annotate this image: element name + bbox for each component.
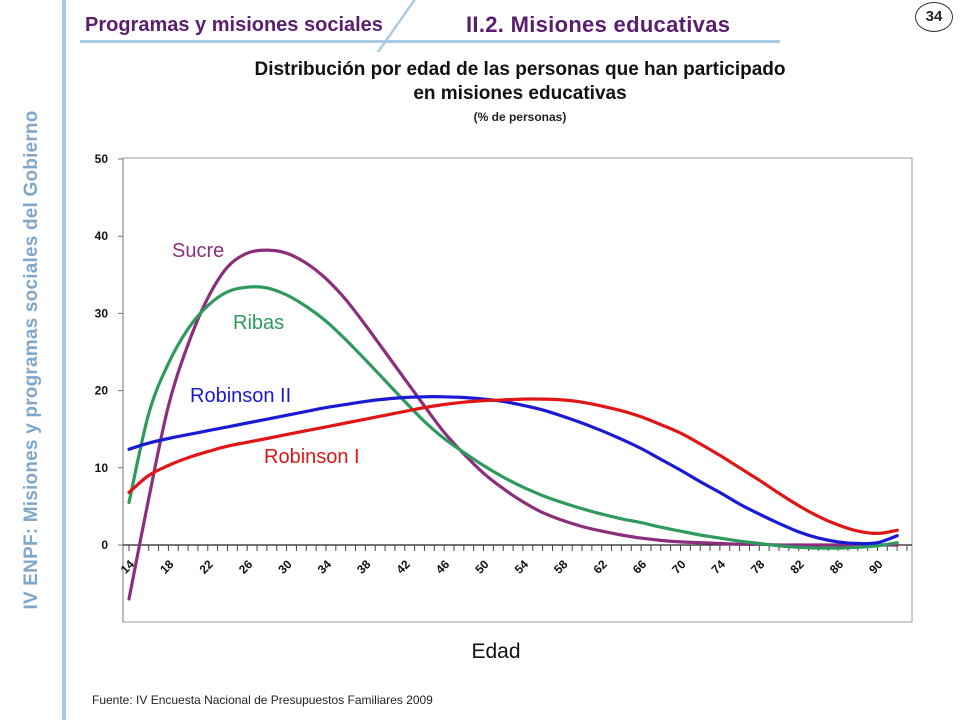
x-tick-label: 54 xyxy=(512,557,532,577)
x-tick-label: 62 xyxy=(590,557,610,577)
source-note: Fuente: IV Encuesta Nacional de Presupue… xyxy=(92,693,433,707)
chart-title: Distribución por edad de las personas qu… xyxy=(150,58,890,106)
x-tick-label: 66 xyxy=(630,557,650,577)
chart-title-line1: Distribución por edad de las personas qu… xyxy=(254,59,786,80)
x-tick-label: 26 xyxy=(236,557,256,577)
page-number-badge: 34 xyxy=(915,2,953,32)
x-tick-label: 22 xyxy=(197,557,217,577)
chart-title-line2: en misiones educativas xyxy=(413,83,627,104)
x-tick-label: 86 xyxy=(827,557,847,577)
x-tick-label: 34 xyxy=(315,557,335,577)
x-tick-label: 46 xyxy=(433,557,453,577)
x-tick-label: 50 xyxy=(472,557,492,577)
y-tick-label: 50 xyxy=(95,152,109,166)
x-tick-label: 58 xyxy=(551,557,571,577)
x-tick-label: 18 xyxy=(157,557,177,577)
y-tick-label: 0 xyxy=(101,538,108,552)
series-label-sucre: Sucre xyxy=(172,240,224,262)
header-section-title: Programas y misiones sociales xyxy=(85,14,383,36)
series-label-ribas: Ribas xyxy=(233,312,284,334)
x-axis-label: Edad xyxy=(471,640,520,663)
y-tick-label: 10 xyxy=(95,461,109,475)
chart-subtitle: (% de personas) xyxy=(473,110,567,124)
chart-series xyxy=(127,248,899,601)
sidebar-accent-bar xyxy=(62,0,66,720)
x-tick-label: 70 xyxy=(669,557,689,577)
y-tick-label: 40 xyxy=(95,229,109,243)
y-tick-label: 20 xyxy=(95,384,109,398)
series-line-robinson-ii xyxy=(127,395,899,546)
header-subsection-title: II.2. Misiones educativas xyxy=(466,12,731,37)
y-tick-label: 30 xyxy=(95,306,109,320)
x-tick-label: 74 xyxy=(709,557,729,577)
x-tick-label: 78 xyxy=(748,557,768,577)
series-line-robinson-i xyxy=(127,397,899,536)
chart-series-labels: Sucre Ribas Robinson II Robinson I xyxy=(172,240,360,468)
x-tick-label: 82 xyxy=(787,557,807,577)
series-label-robinson-i: Robinson I xyxy=(264,446,360,468)
x-tick-label: 90 xyxy=(866,557,886,577)
series-line-ribas xyxy=(127,285,899,550)
x-tick-label: 30 xyxy=(275,557,295,577)
x-tick-label: 38 xyxy=(354,557,374,577)
x-tick-label: 42 xyxy=(394,557,414,577)
series-label-robinson-ii: Robinson II xyxy=(190,385,291,407)
header-underline xyxy=(80,40,780,43)
